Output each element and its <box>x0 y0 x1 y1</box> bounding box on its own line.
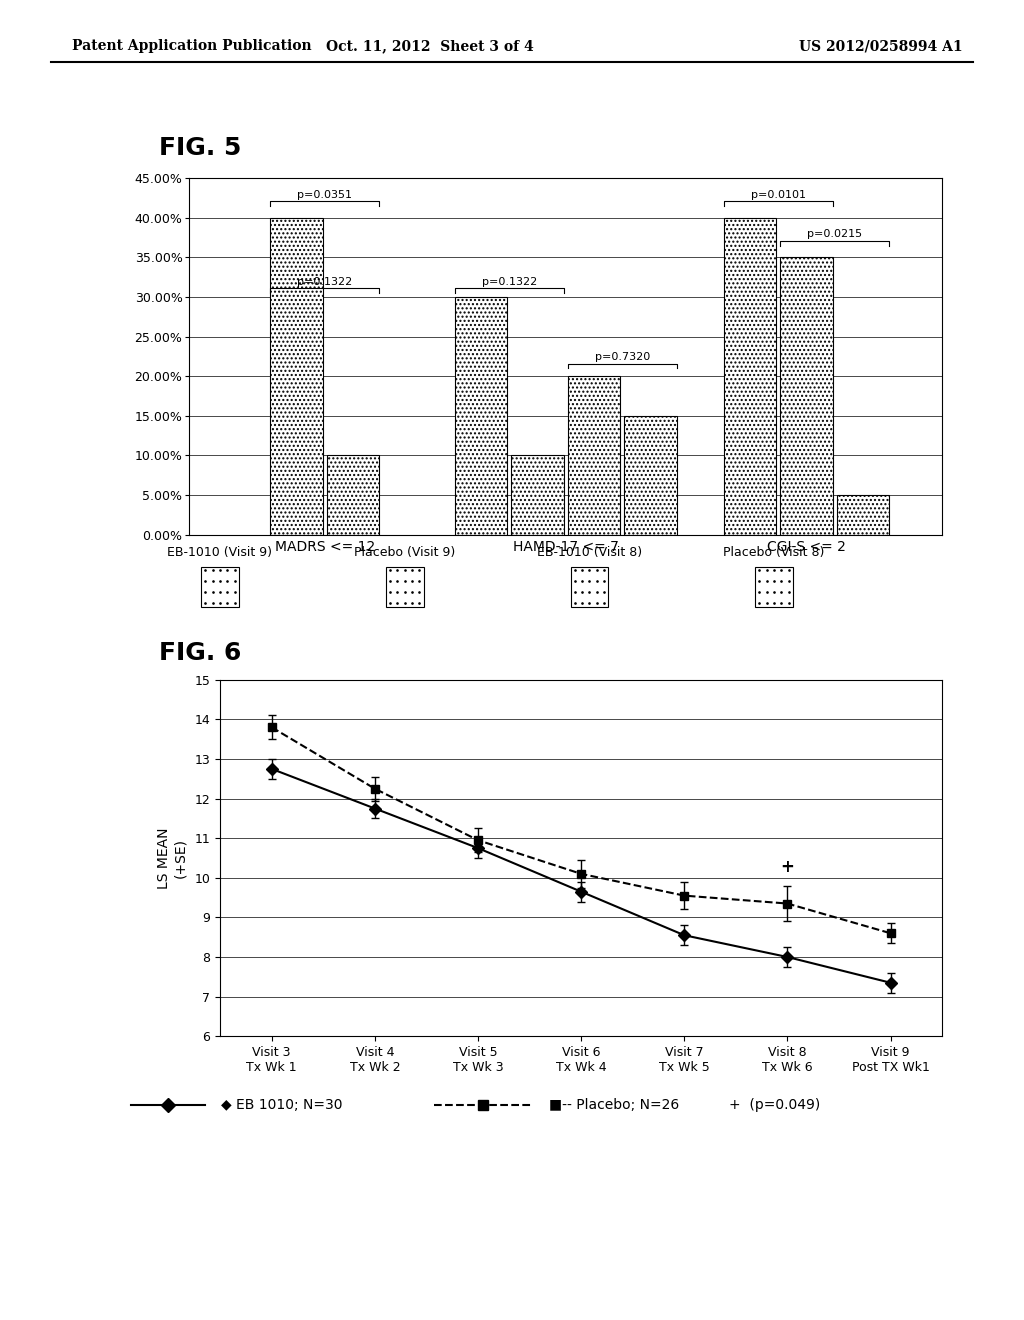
Text: Placebo (Visit 9): Placebo (Visit 9) <box>354 546 456 560</box>
Bar <box>624 416 677 535</box>
Bar <box>386 566 424 607</box>
Text: FIG. 6: FIG. 6 <box>159 642 241 665</box>
Text: Patent Application Publication: Patent Application Publication <box>72 40 311 53</box>
Text: p=0.7320: p=0.7320 <box>595 352 650 362</box>
Bar <box>455 297 508 535</box>
Bar <box>567 376 621 535</box>
Text: Oct. 11, 2012  Sheet 3 of 4: Oct. 11, 2012 Sheet 3 of 4 <box>327 40 534 53</box>
Bar <box>511 455 564 535</box>
Text: US 2012/0258994 A1: US 2012/0258994 A1 <box>799 40 963 53</box>
Text: p=0.0351: p=0.0351 <box>297 190 352 199</box>
Bar <box>327 455 380 535</box>
Text: ■-- Placebo; N=26: ■-- Placebo; N=26 <box>549 1098 679 1111</box>
Bar <box>724 218 776 535</box>
Text: +: + <box>780 858 795 876</box>
Text: p=0.0101: p=0.0101 <box>751 190 806 199</box>
Bar <box>270 218 323 535</box>
Text: p=0.0215: p=0.0215 <box>807 230 862 239</box>
Text: Placebo (Visit 8): Placebo (Visit 8) <box>724 546 824 560</box>
Text: FIG. 5: FIG. 5 <box>159 136 241 160</box>
Text: p=0.1322: p=0.1322 <box>481 277 537 286</box>
Bar <box>780 257 833 535</box>
Text: EB-1010 (Visit 9): EB-1010 (Visit 9) <box>168 546 272 560</box>
Y-axis label: LS MEAN
(+SE): LS MEAN (+SE) <box>158 828 187 888</box>
Text: +  (p=0.049): + (p=0.049) <box>729 1098 820 1111</box>
Bar <box>756 566 793 607</box>
Text: EB-1010 (Visit 8): EB-1010 (Visit 8) <box>537 546 642 560</box>
Bar <box>570 566 608 607</box>
Bar <box>201 566 239 607</box>
Text: p=0.1322: p=0.1322 <box>297 277 352 286</box>
Bar <box>837 495 890 535</box>
Text: ◆ EB 1010; N=30: ◆ EB 1010; N=30 <box>221 1098 343 1111</box>
